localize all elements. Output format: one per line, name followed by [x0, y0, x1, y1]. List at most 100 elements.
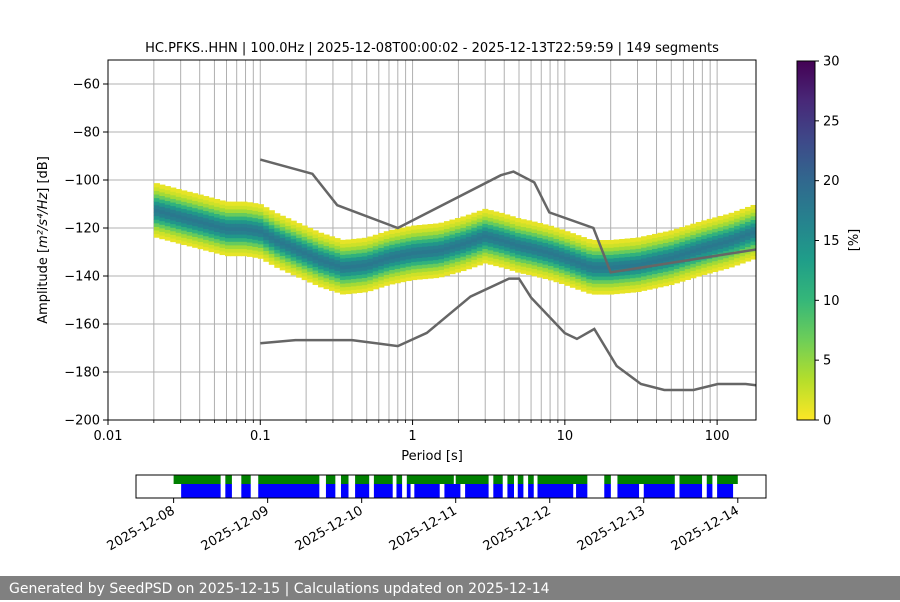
heatmap-cell: [383, 281, 390, 286]
heatmap-cell: [422, 271, 429, 276]
heatmap-cell: [668, 244, 675, 250]
heatmap-cell: [602, 268, 609, 273]
heatmap-cell: [433, 263, 440, 268]
heatmap-cell: [350, 256, 357, 262]
heatmap-cell: [482, 219, 489, 224]
heatmap-cell: [318, 250, 325, 255]
heatmap-cell: [454, 257, 461, 262]
heatmap-cell: [673, 253, 680, 259]
heatmap-cell: [252, 246, 259, 251]
heatmap-cell: [246, 213, 253, 218]
heatmap-cell: [383, 249, 390, 254]
heatmap-cell: [493, 261, 500, 267]
heatmap-cell: [219, 229, 226, 234]
heatmap-cell: [728, 220, 735, 225]
heatmap-cell: [263, 246, 270, 251]
heatmap-cell: [318, 239, 325, 245]
heatmap-cell: [646, 281, 653, 287]
heatmap-cell: [493, 236, 500, 241]
heatmap-cell: [515, 228, 522, 234]
heatmap-cell: [542, 267, 549, 272]
heatmap-cell: [673, 246, 680, 251]
heatmap-cell: [405, 276, 412, 282]
heatmap-cell: [695, 250, 702, 255]
heatmap-cell: [641, 239, 648, 245]
psd-availability-segment: [717, 484, 734, 498]
heatmap-cell: [515, 218, 522, 223]
heatmap-cell: [356, 245, 363, 250]
heatmap-cell: [602, 286, 609, 291]
heatmap-cell: [274, 231, 281, 236]
heatmap-cell: [186, 235, 193, 240]
heatmap-cell: [186, 199, 193, 204]
heatmap-cell: [668, 266, 675, 271]
heatmap-cell: [542, 245, 549, 251]
heatmap-cell: [257, 222, 264, 227]
heatmap-cell: [356, 256, 363, 261]
heatmap-cell: [334, 238, 341, 243]
heatmap-cell: [186, 213, 193, 218]
heatmap-cell: [679, 277, 686, 282]
heatmap-cell: [181, 215, 188, 220]
heatmap-cell: [208, 204, 215, 209]
heatmap-cell: [339, 250, 347, 255]
heatmap-cell: [531, 261, 538, 266]
heatmap-cell: [542, 271, 549, 276]
heatmap-cell: [684, 239, 691, 244]
heatmap-cell: [252, 221, 259, 226]
heatmap-cell: [619, 249, 626, 254]
heatmap-cell: [235, 241, 243, 246]
heatmap-cell: [619, 274, 626, 280]
heatmap-cell: [422, 238, 429, 244]
heatmap-cell: [619, 289, 626, 294]
heatmap-cell: [449, 269, 456, 275]
heatmap-cell: [164, 186, 171, 191]
heatmap-cell: [662, 249, 670, 254]
heatmap-cell: [438, 247, 445, 253]
heatmap-cell: [334, 266, 341, 272]
heatmap-cell: [307, 274, 314, 279]
heatmap-cell: [433, 245, 440, 250]
heatmap-cell: [170, 194, 177, 199]
heatmap-cell: [394, 264, 401, 269]
heatmap-cell: [608, 247, 615, 252]
heatmap-cell: [197, 234, 204, 239]
heatmap-cell: [651, 248, 659, 253]
heatmap-cell: [608, 283, 615, 288]
heatmap-cell: [591, 272, 598, 277]
heatmap-cell: [290, 260, 297, 265]
heatmap-cell: [575, 285, 582, 290]
heatmap-cell: [367, 254, 374, 259]
heatmap-cell: [181, 197, 188, 202]
heatmap-cell: [745, 239, 752, 244]
heatmap-cell: [651, 233, 659, 239]
heatmap-cell: [197, 208, 204, 214]
heatmap-cell: [569, 240, 576, 245]
heatmap-cell: [465, 225, 472, 230]
heatmap-cell: [301, 247, 308, 252]
colorbar-tick-label: 30: [823, 55, 840, 70]
heatmap-cell: [257, 236, 264, 241]
heatmap-cell: [208, 226, 215, 231]
heatmap-cell: [586, 278, 593, 283]
heatmap-cell: [701, 245, 708, 250]
heatmap-cell: [624, 256, 631, 261]
data-availability-segment: [406, 475, 454, 484]
figure: HC.PFKS..HHN | 100.0Hz | 2025-12-08T00:0…: [36, 41, 862, 554]
heatmap-cell: [367, 286, 374, 292]
heatmap-cell: [225, 205, 232, 210]
heatmap-cell: [646, 253, 653, 258]
heatmap-cell: [695, 268, 702, 273]
heatmap-cell: [657, 243, 664, 248]
heatmap-cell: [389, 272, 396, 278]
heatmap-cell: [350, 274, 357, 280]
heatmap-cell: [613, 286, 620, 291]
psd-plot: 0.01 0.1 1 10 100 −60−80−100−120−140−160−180…: [36, 59, 757, 464]
heatmap-cell: [504, 264, 511, 270]
heatmap-cell: [613, 289, 620, 295]
heatmap-cell: [597, 254, 604, 259]
heatmap-cell: [350, 260, 357, 265]
heatmap-cell: [586, 264, 593, 269]
heatmap-cell: [602, 283, 609, 288]
heatmap-cell: [498, 259, 505, 264]
